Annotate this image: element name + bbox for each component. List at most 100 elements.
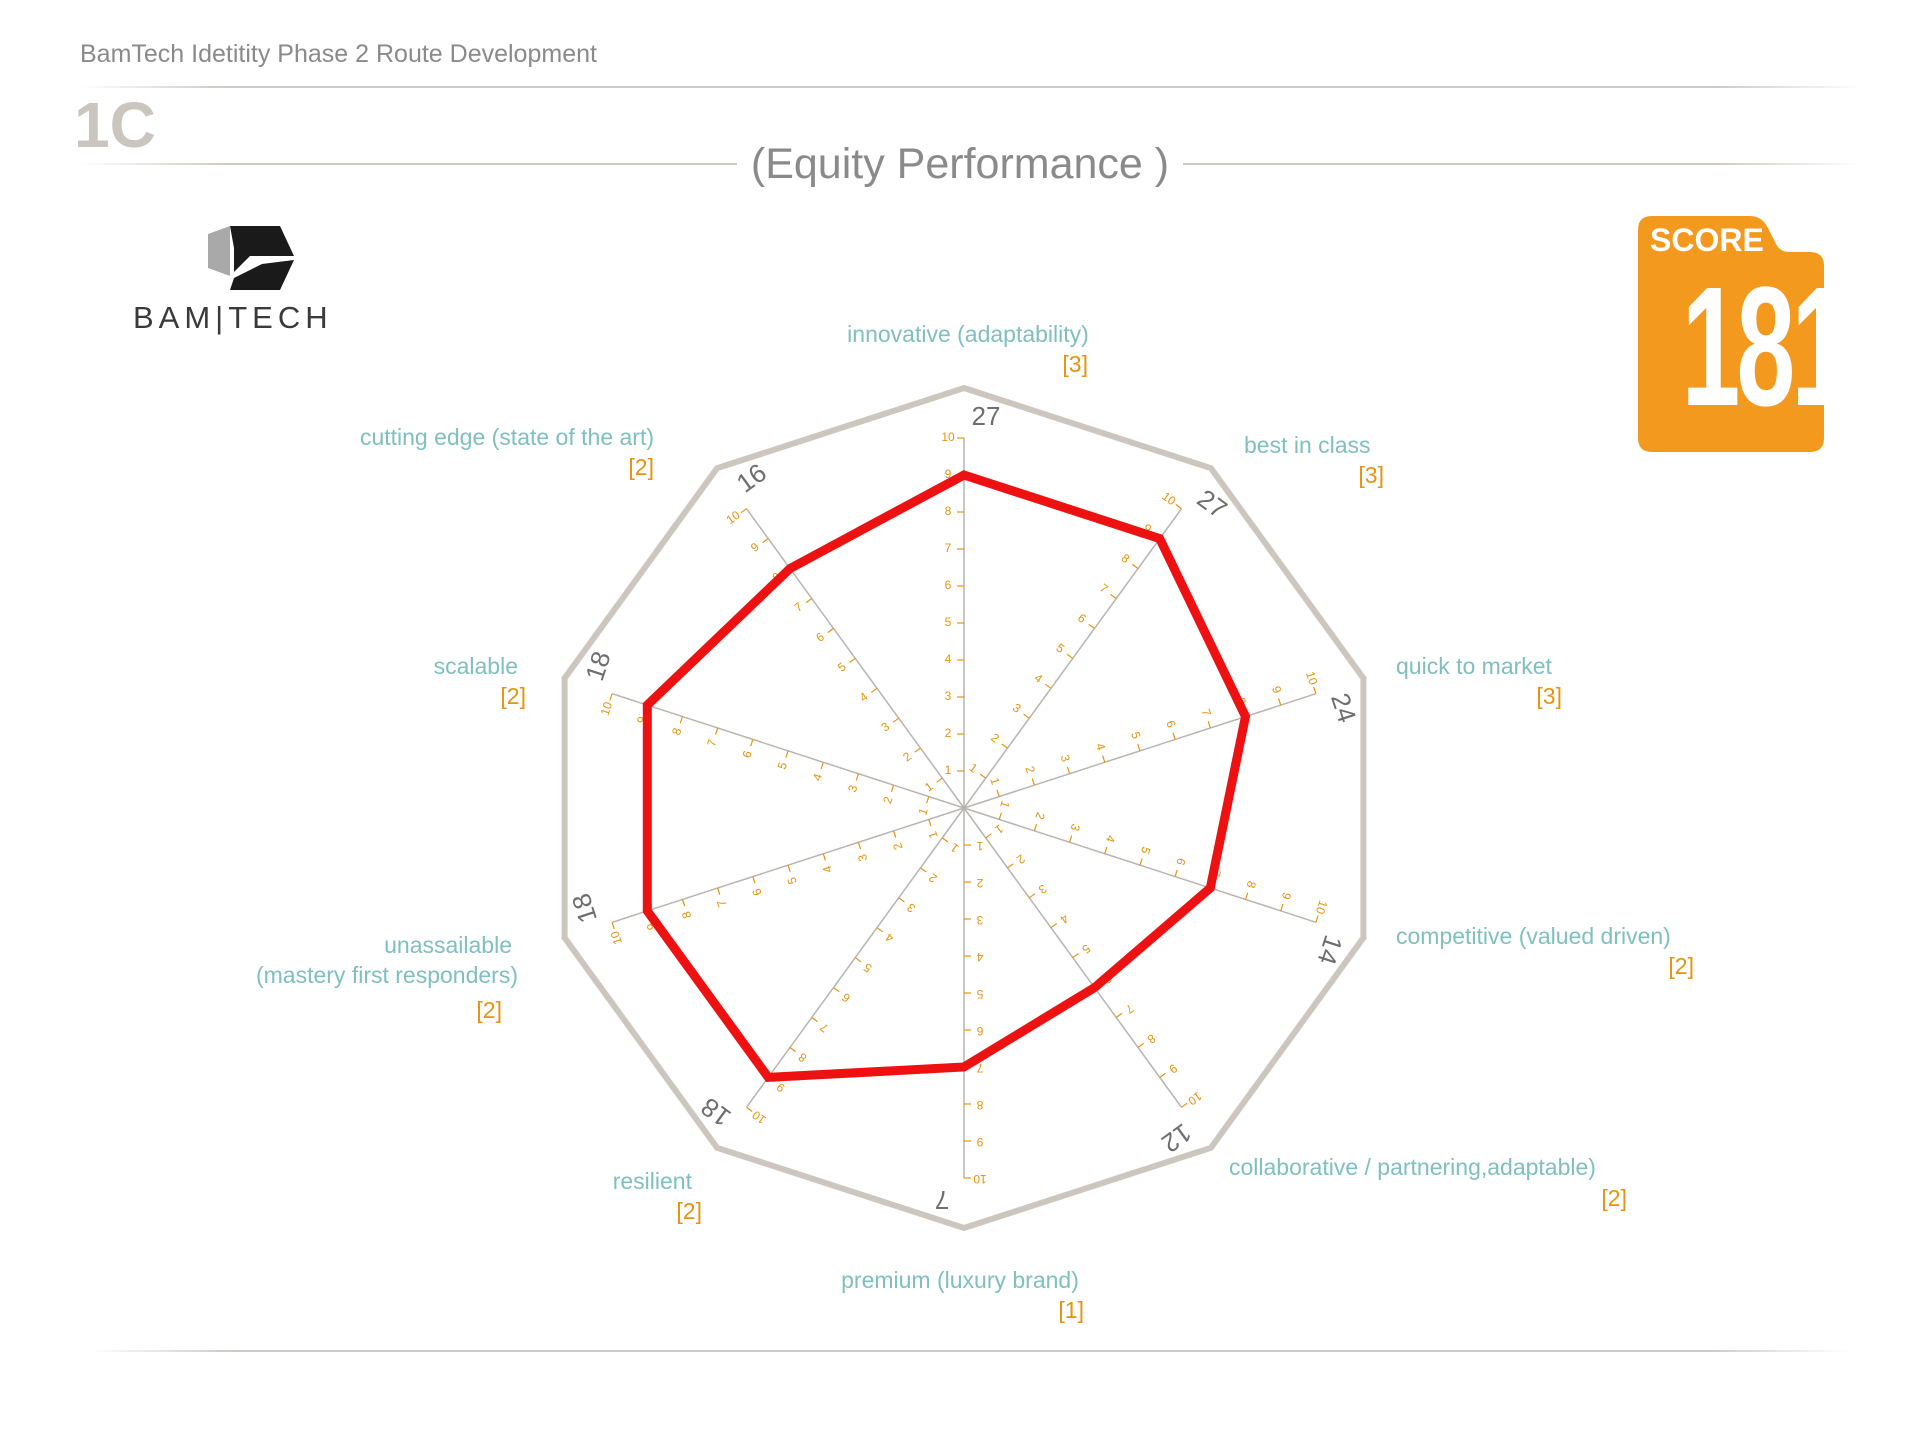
- tick-label: 10: [1159, 489, 1178, 508]
- axis-weight: [2]: [476, 997, 502, 1023]
- tick-mark: [1033, 824, 1038, 832]
- tick-mark: [1181, 1102, 1188, 1108]
- tick-label: 9: [976, 1135, 983, 1149]
- tick-label: 2: [976, 876, 983, 890]
- tick-mark: [811, 1017, 818, 1023]
- tick-mark: [1001, 743, 1008, 749]
- tick-mark: [936, 777, 943, 783]
- tick-label: 4: [976, 950, 983, 964]
- tick-mark: [1066, 653, 1074, 659]
- tick-mark: [854, 957, 862, 963]
- tick-mark: [1280, 904, 1284, 912]
- axis-spoke: [963, 692, 1317, 809]
- tick-mark: [890, 784, 895, 792]
- tick-mark: [1172, 732, 1176, 740]
- logo-bottom-facet: [230, 260, 294, 290]
- tick-mark: [1072, 953, 1079, 959]
- page-title: BamTech Idetitity Phase 2 Route Developm…: [80, 40, 597, 68]
- tick-label: 9: [644, 921, 659, 932]
- tick-label: 5: [1138, 845, 1153, 856]
- tick-mark: [750, 739, 754, 747]
- axis-label: competitive (valued driven): [1396, 923, 1671, 949]
- tick-label: 5: [835, 659, 849, 674]
- bamtech-logo: [208, 226, 294, 290]
- axis-label: cutting edge (state of the art): [360, 424, 654, 450]
- axis-spoke: [611, 807, 965, 924]
- tick-label: 5: [784, 875, 799, 886]
- tick-label: 4: [810, 772, 825, 783]
- tick-mark: [1007, 863, 1014, 869]
- tick-mark: [1050, 923, 1058, 929]
- tick-label: 8: [795, 1050, 809, 1065]
- axis-weight: [2]: [628, 454, 654, 480]
- tick-label: 5: [775, 760, 790, 771]
- tick-label: 3: [845, 783, 860, 794]
- tick-mark: [1066, 766, 1071, 774]
- axis-weight: [3]: [1536, 683, 1562, 709]
- tick-label: 9: [945, 467, 952, 481]
- tick-mark: [857, 842, 862, 850]
- radar-series-line: [642, 470, 1251, 1083]
- tick-mark: [714, 727, 719, 735]
- tick-mark: [820, 762, 824, 770]
- tick-mark: [1174, 869, 1178, 877]
- tick-mark: [1023, 713, 1030, 719]
- score-badge-shape: [1638, 216, 1824, 452]
- tick-label: 2: [890, 841, 905, 852]
- axis-weight: [3]: [1062, 351, 1088, 377]
- tick-label: 6: [739, 749, 754, 760]
- tick-mark: [609, 693, 613, 701]
- chart-title: (Equity Performance ): [736, 140, 1184, 188]
- tick-label: 10: [973, 1172, 987, 1186]
- tick-label: 6: [1163, 719, 1178, 730]
- tick-mark: [1277, 698, 1282, 706]
- tick-mark: [870, 687, 878, 693]
- axis-weight: [3]: [1358, 462, 1384, 488]
- axis-label: best in class: [1244, 432, 1371, 458]
- tick-label: 10: [1185, 1089, 1204, 1108]
- tick-label: 7: [817, 1020, 831, 1035]
- tick-label: 1: [948, 840, 962, 855]
- tick-label: 3: [904, 900, 918, 915]
- tick-label: 7: [1097, 581, 1111, 596]
- tick-mark: [855, 773, 859, 781]
- tick-mark: [979, 773, 987, 779]
- tick-label: 8: [1244, 879, 1259, 890]
- footer-divider: [90, 1350, 1850, 1352]
- tick-label: 6: [1075, 611, 1089, 626]
- slide-id: 1C: [74, 89, 156, 161]
- tick-mark: [941, 837, 949, 843]
- tick-mark: [1115, 1012, 1123, 1018]
- tick-label: 2: [945, 726, 952, 740]
- tick-label: 4: [1057, 911, 1071, 926]
- tick-label: 3: [1058, 753, 1073, 764]
- tick-mark: [746, 1106, 753, 1112]
- axis-weight: [1]: [1058, 1297, 1084, 1323]
- tick-mark: [611, 922, 615, 930]
- tick-label: 6: [976, 1024, 983, 1038]
- tick-label: 7: [1198, 707, 1213, 718]
- tick-mark: [849, 657, 856, 663]
- tick-label: 4: [1032, 671, 1046, 686]
- tick-label: 5: [1079, 941, 1093, 956]
- tick-mark: [1137, 744, 1141, 751]
- tick-label: 3: [878, 719, 892, 734]
- tick-mark: [681, 899, 686, 907]
- tick-mark: [679, 716, 684, 724]
- tick-mark: [985, 833, 992, 839]
- tick-mark: [752, 876, 756, 884]
- tick-label: 7: [704, 737, 719, 748]
- tick-label: 9: [634, 714, 649, 725]
- tick-mark: [1044, 683, 1052, 689]
- tick-label: 8: [679, 909, 694, 920]
- tick-mark: [1104, 846, 1108, 854]
- tick-mark: [892, 717, 900, 723]
- axis-total: 18: [566, 890, 603, 927]
- tick-label: 9: [748, 540, 762, 555]
- axis-spoke: [963, 508, 1183, 809]
- tick-label: 8: [669, 726, 684, 737]
- tick-mark: [998, 812, 1002, 820]
- logo-left-facet: [208, 226, 230, 276]
- logo-text: BAM|TECH: [133, 300, 333, 335]
